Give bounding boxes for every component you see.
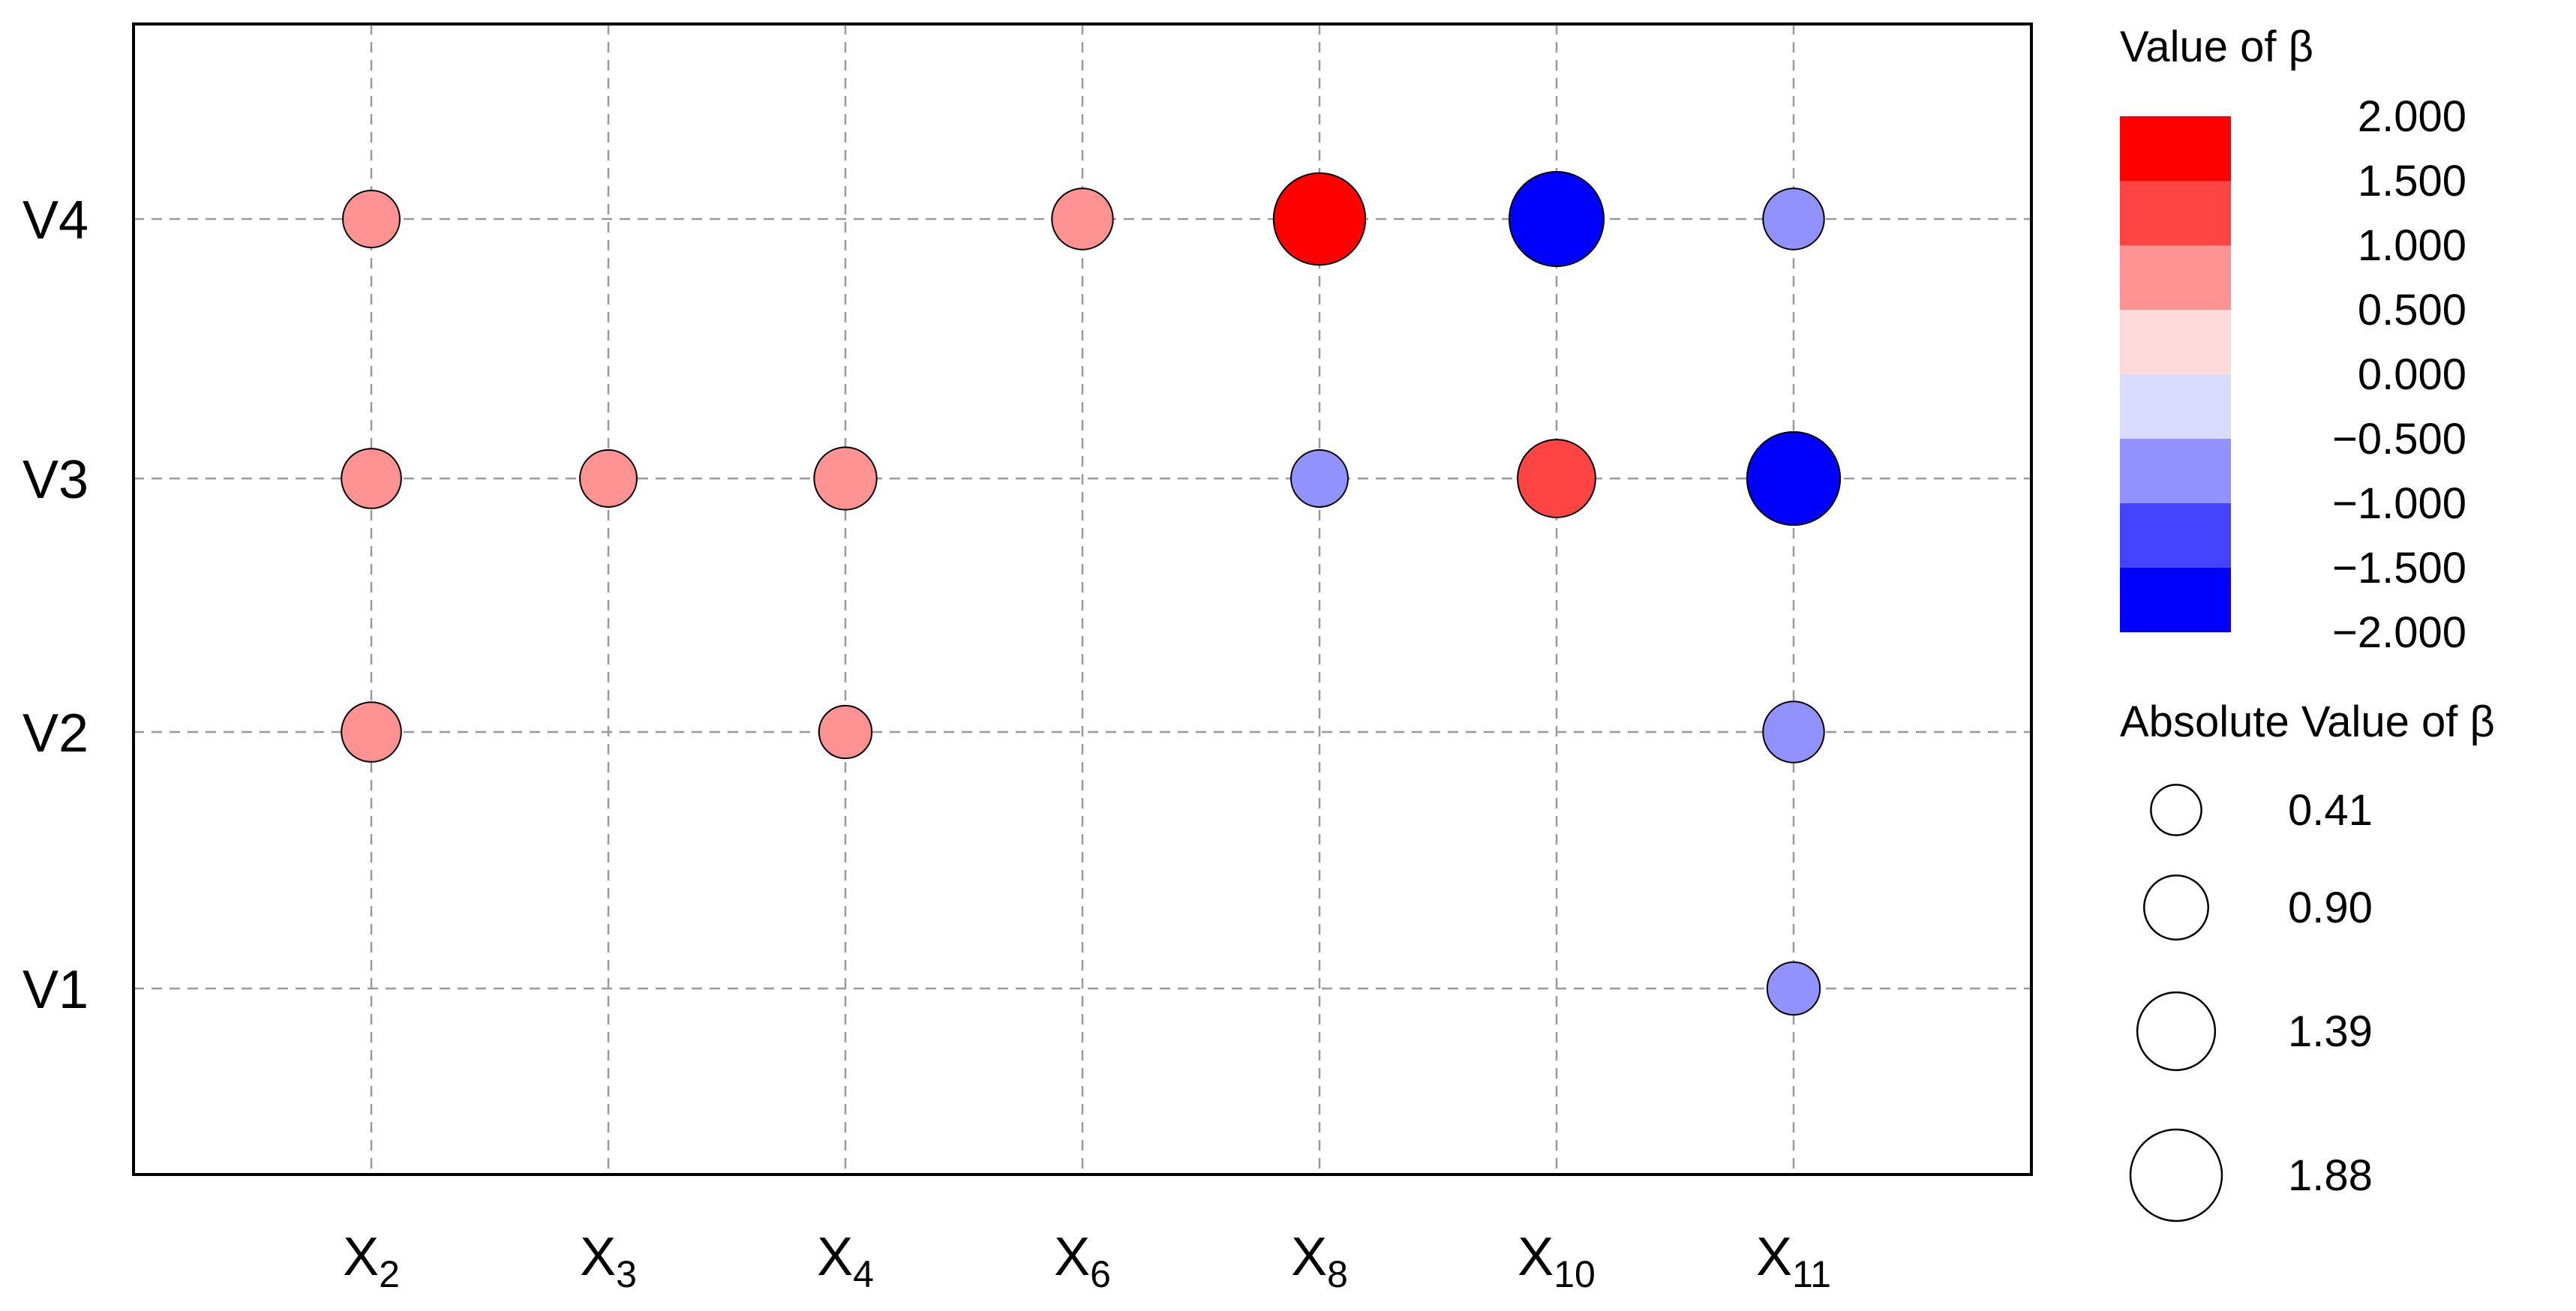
x-tick-labels: X2 X3 X4 X6 X8 X10 X11 [343,1227,1831,1295]
color-legend-band [2120,245,2231,310]
plot-frame [132,22,2033,1176]
size-legend-label: 1.88 [2288,1151,2373,1200]
point-v3-x2 [341,448,402,509]
color-legend-band [2120,374,2231,439]
color-legend-band [2120,503,2231,568]
size-legend-label: 1.39 [2288,1007,2373,1056]
size-legend-circle [2150,784,2202,836]
point-v3-x8 [1290,449,1349,508]
y-tick-label: V1 [23,960,89,1020]
color-legend-label: −1.000 [2332,479,2466,528]
size-legend-title: Absolute Value of β [2120,698,2495,746]
data-points [341,170,1842,1016]
point-v4-x10 [1508,170,1605,268]
size-legend: Absolute Value of β 0.41 0.90 1.39 1.88 [2120,698,2495,1222]
color-legend: Value of β 2.000 1.500 1.000 0.500 0.000 −0.5… [2120,22,2466,657]
size-legend-circle [2143,874,2209,940]
x-tick-label: X4 [817,1227,874,1295]
point-v4-x6 [1051,188,1114,250]
x-tick-label: X3 [580,1227,637,1295]
x-tick-label: X8 [1291,1227,1348,1295]
y-tick-labels: V1 V2 V3 V4 [23,190,89,1020]
point-v2-x4 [818,704,873,760]
x-tick-label: X2 [343,1227,400,1295]
color-legend-label: −2.000 [2332,608,2466,657]
color-legend-title: Value of β [2120,22,2313,71]
y-tick-label: V3 [23,450,89,510]
color-legend-band [2120,310,2231,374]
color-legend-band [2120,116,2231,181]
point-v3-x10 [1517,439,1596,518]
point-v4-x11 [1762,188,1825,250]
color-legend-label: 1.000 [2358,221,2466,270]
size-legend-label: 0.90 [2288,884,2373,932]
y-tick-label: V4 [23,190,89,250]
point-v4-x8 [1272,172,1367,266]
color-legend-band [2120,568,2231,632]
size-legend-label: 0.41 [2288,786,2373,835]
point-v3-x11 [1746,430,1842,526]
color-legend-label: 0.000 [2358,350,2466,399]
point-v3-x4 [813,446,878,511]
x-tick-label: X11 [1756,1227,1831,1295]
point-v4-x2 [342,190,401,248]
x-tick-label: X10 [1518,1227,1596,1295]
point-v3-x3 [579,449,638,508]
size-legend-circle [2129,1128,2223,1222]
y-tick-label: V2 [23,704,89,764]
x-tick-label: X6 [1054,1227,1111,1295]
color-legend-label: 2.000 [2358,92,2466,141]
color-legend-label: 0.500 [2358,286,2466,334]
color-legend-label: −1.500 [2332,544,2466,592]
color-legend-band [2120,439,2231,503]
point-v2-x11 [1762,700,1825,764]
point-v2-x2 [341,701,402,763]
color-legend-label: −0.500 [2332,415,2466,464]
size-legend-circle [2136,991,2217,1072]
color-legend-band [2120,181,2231,245]
color-legend-label: 1.500 [2358,157,2466,206]
point-v1-x11 [1766,961,1821,1016]
